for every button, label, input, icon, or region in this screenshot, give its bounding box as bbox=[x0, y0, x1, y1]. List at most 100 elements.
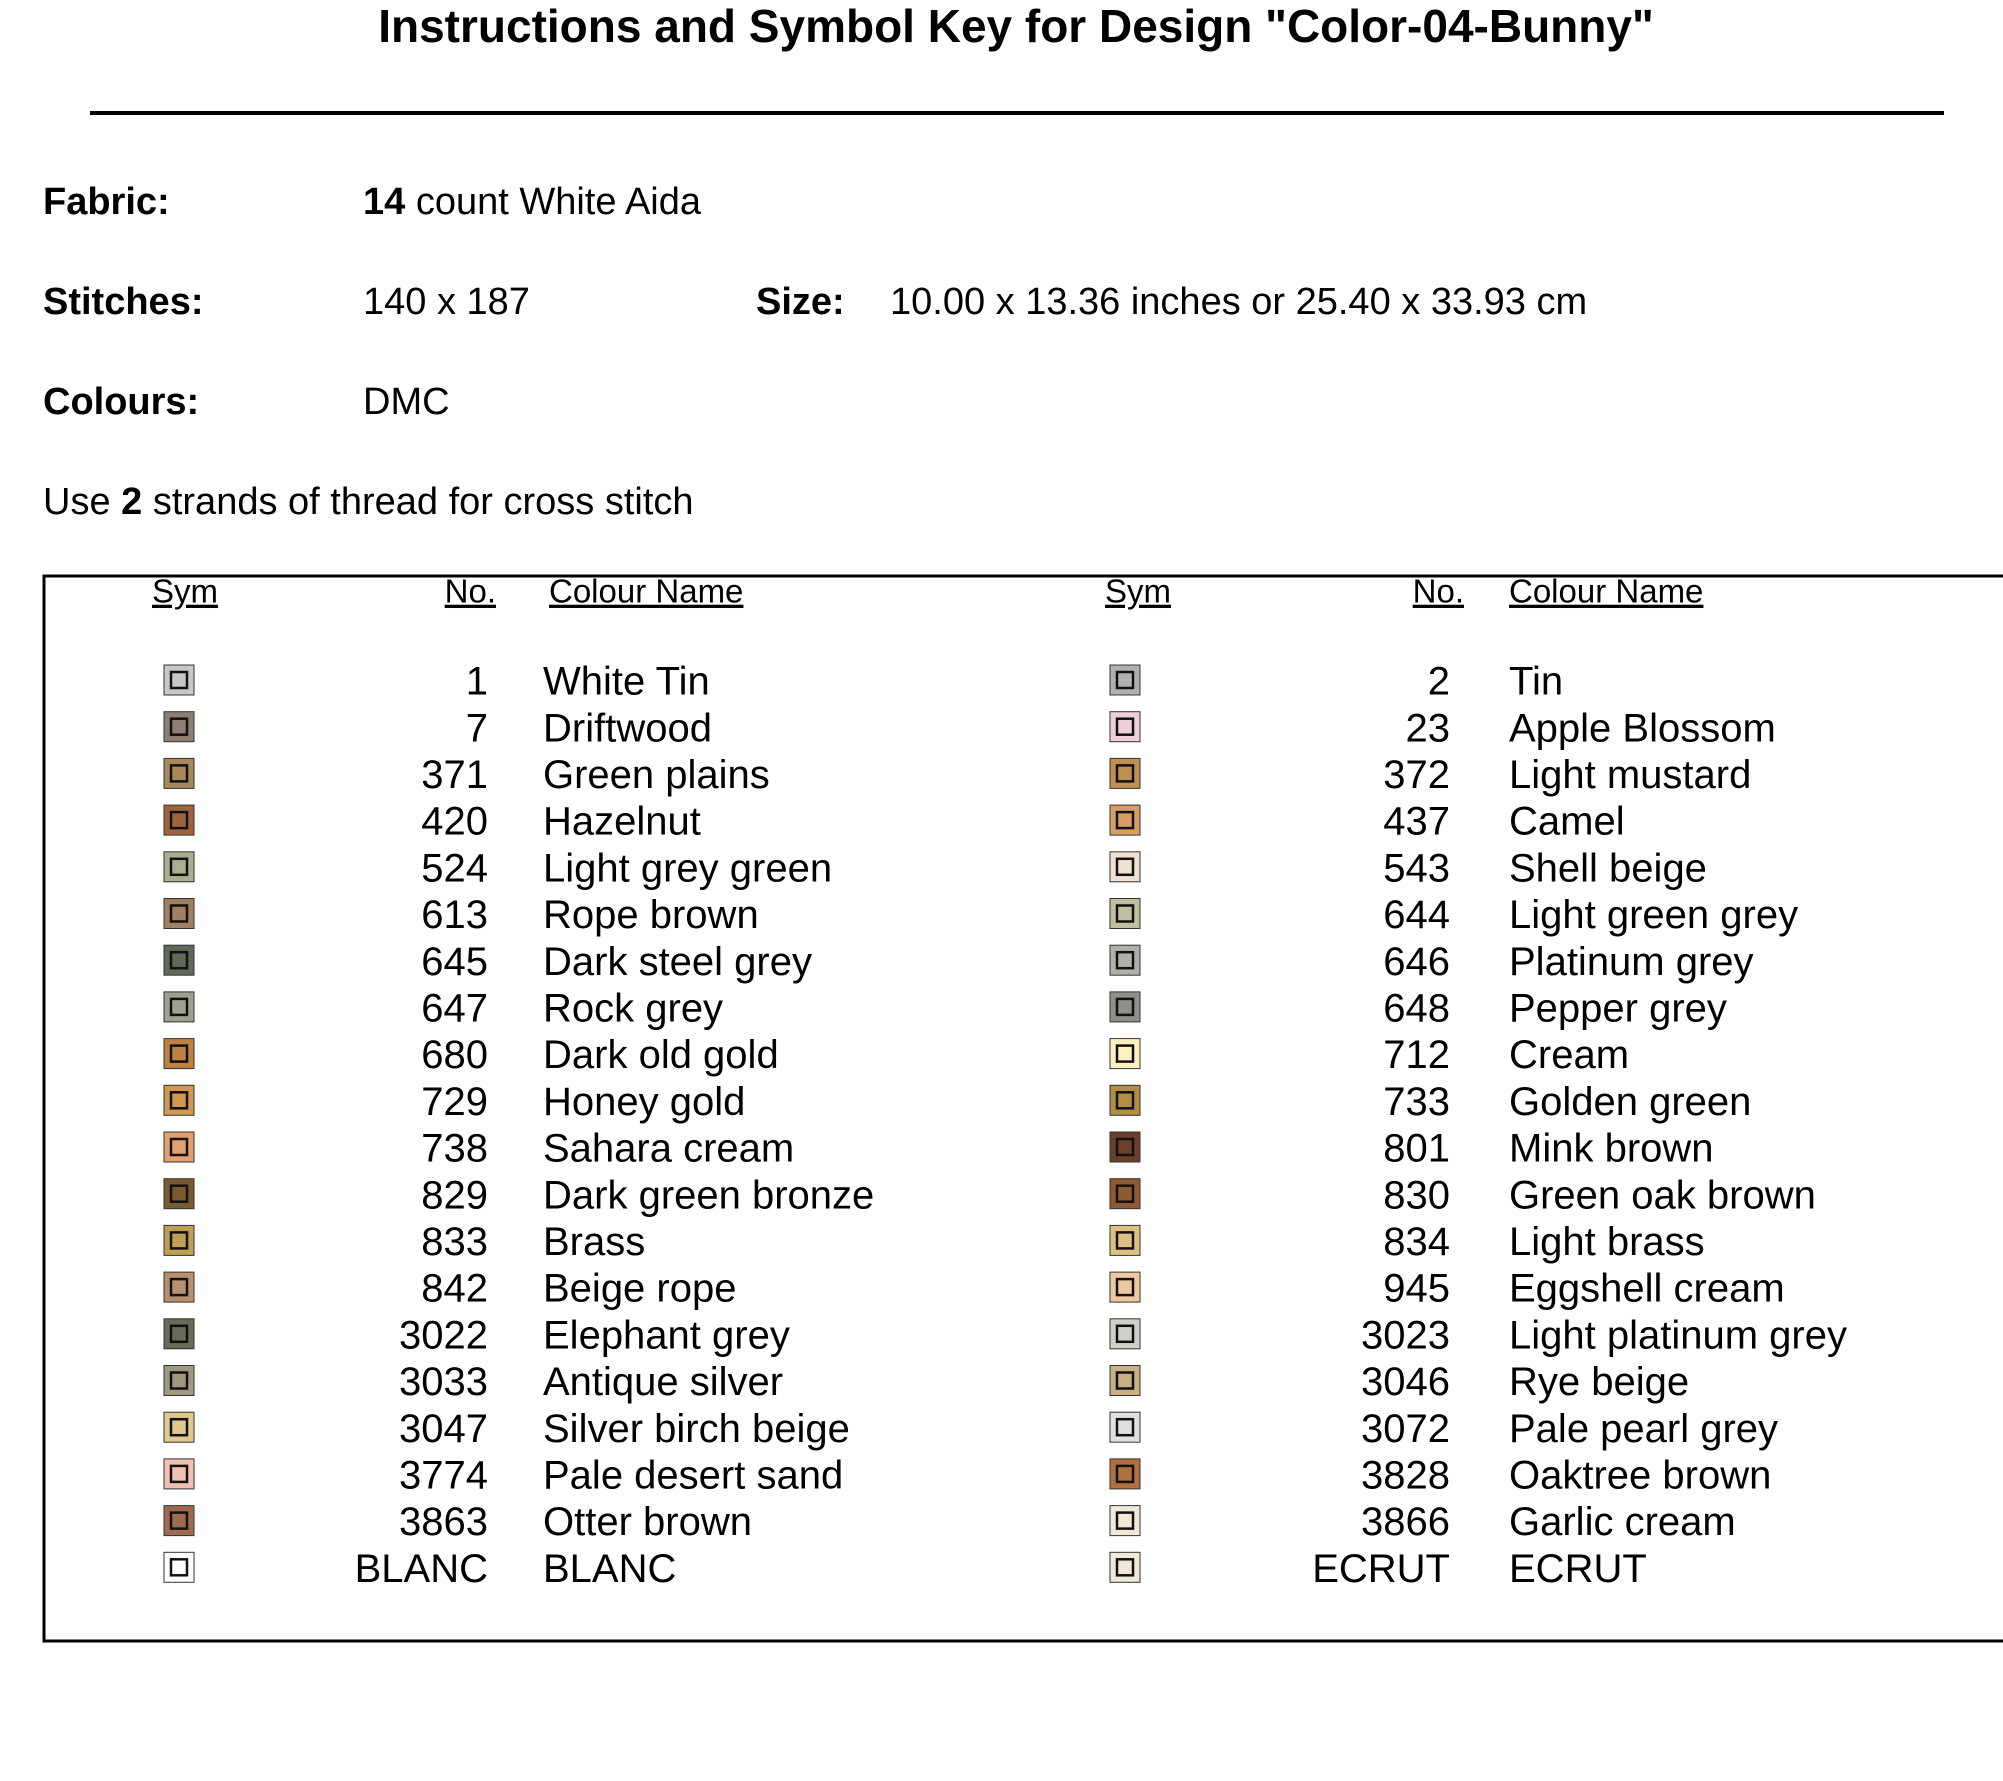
symbol-glyph bbox=[1115, 764, 1135, 783]
symbol-glyph bbox=[169, 1511, 189, 1530]
symbol-swatch bbox=[1109, 1458, 1141, 1490]
colour-name: Pale pearl grey bbox=[1509, 1407, 1778, 1451]
symbol-glyph bbox=[169, 1558, 189, 1577]
stitches-value: 140 x 187 bbox=[363, 281, 530, 323]
key-box bbox=[42, 574, 2003, 1643]
symbol-swatch bbox=[163, 664, 195, 696]
symbol-glyph bbox=[169, 670, 189, 690]
colour-no: 524 bbox=[421, 846, 488, 890]
symbol-glyph bbox=[1115, 857, 1135, 877]
colour-no: 3033 bbox=[399, 1360, 488, 1404]
colour-no: 738 bbox=[421, 1127, 488, 1171]
symbol-swatch bbox=[1109, 944, 1141, 976]
symbol-swatch bbox=[163, 711, 195, 743]
symbol-glyph bbox=[1115, 1417, 1135, 1437]
colour-no: 645 bbox=[421, 940, 488, 984]
symbol-swatch bbox=[1109, 1084, 1141, 1116]
colour-name: Rope brown bbox=[543, 893, 759, 937]
symbol-swatch bbox=[1109, 1411, 1141, 1443]
colour-no: 646 bbox=[1383, 940, 1450, 984]
symbol-swatch bbox=[163, 1131, 195, 1163]
colour-no: 2 bbox=[1428, 660, 1450, 704]
stitches-label: Stitches: bbox=[43, 281, 203, 323]
symbol-swatch bbox=[1109, 898, 1141, 929]
symbol-swatch bbox=[163, 898, 195, 929]
symbol-swatch bbox=[163, 1411, 195, 1443]
symbol-glyph bbox=[169, 1371, 189, 1390]
symbol-swatch bbox=[1109, 1131, 1141, 1163]
symbol-glyph bbox=[1115, 810, 1135, 830]
colour-no: 733 bbox=[1383, 1080, 1450, 1124]
size-label: Size: bbox=[756, 281, 845, 323]
colour-name: White Tin bbox=[543, 660, 710, 704]
instruction-before: Use bbox=[43, 481, 111, 523]
symbol-glyph bbox=[1115, 1464, 1135, 1484]
colour-no: 834 bbox=[1383, 1220, 1450, 1264]
fabric-count: 14 bbox=[363, 181, 405, 223]
colour-no: 3047 bbox=[399, 1407, 488, 1451]
colour-no: 3022 bbox=[399, 1313, 488, 1357]
colour-no: 372 bbox=[1383, 753, 1450, 797]
symbol-glyph bbox=[169, 1417, 189, 1437]
symbol-glyph bbox=[169, 717, 189, 736]
colour-name: Golden green bbox=[1509, 1080, 1751, 1124]
colour-name: ECRUT bbox=[1509, 1547, 1647, 1591]
symbol-swatch bbox=[163, 944, 195, 976]
colour-name: Shell beige bbox=[1509, 846, 1707, 890]
colour-name: Eggshell cream bbox=[1509, 1267, 1785, 1311]
fabric-text: count White Aida bbox=[416, 181, 702, 223]
colour-no: 648 bbox=[1383, 986, 1450, 1030]
symbol-swatch bbox=[163, 1178, 195, 1210]
symbol-glyph bbox=[169, 1277, 189, 1297]
symbol-swatch bbox=[163, 757, 195, 789]
colour-name: Honey gold bbox=[543, 1080, 745, 1124]
instruction-after: strands of thread for cross stitch bbox=[153, 481, 694, 523]
colour-no: 3023 bbox=[1361, 1313, 1450, 1357]
symbol-swatch bbox=[1109, 1178, 1141, 1210]
colour-no: 842 bbox=[421, 1267, 488, 1311]
symbol-swatch bbox=[1109, 1224, 1141, 1256]
colour-name: Light brass bbox=[1509, 1220, 1705, 1264]
symbol-swatch bbox=[1109, 1038, 1141, 1070]
colour-no: 543 bbox=[1383, 846, 1450, 890]
symbol-swatch bbox=[163, 1084, 195, 1116]
colour-no: 420 bbox=[421, 800, 488, 844]
symbol-glyph bbox=[169, 1184, 189, 1203]
colour-name: Silver birch beige bbox=[543, 1407, 850, 1451]
symbol-swatch bbox=[163, 851, 195, 883]
symbol-swatch bbox=[1109, 991, 1141, 1023]
colour-name: Elephant grey bbox=[543, 1313, 790, 1357]
symbol-swatch bbox=[163, 991, 195, 1023]
symbol-glyph bbox=[1115, 1044, 1135, 1063]
colour-name: Dark green bronze bbox=[543, 1173, 874, 1217]
colour-no: 7 bbox=[466, 706, 488, 750]
colour-no: 613 bbox=[421, 893, 488, 937]
colour-name: Light grey green bbox=[543, 846, 832, 890]
colour-name: Green oak brown bbox=[1509, 1173, 1816, 1217]
symbol-glyph bbox=[1115, 950, 1135, 970]
symbol-glyph bbox=[1115, 670, 1135, 690]
colour-no: 680 bbox=[421, 1033, 488, 1077]
colour-name: Cream bbox=[1509, 1033, 1629, 1077]
colours-value: DMC bbox=[363, 381, 450, 423]
symbol-swatch bbox=[163, 1271, 195, 1303]
fabric-label: Fabric: bbox=[43, 181, 170, 223]
symbol-swatch bbox=[163, 1505, 195, 1537]
title: Instructions and Symbol Key for Design "… bbox=[378, 0, 1654, 52]
colour-no: 945 bbox=[1383, 1267, 1450, 1311]
colour-no: 712 bbox=[1383, 1033, 1450, 1077]
colour-no: 3072 bbox=[1361, 1407, 1450, 1451]
colour-no: 801 bbox=[1383, 1127, 1450, 1171]
symbol-glyph bbox=[1115, 1137, 1135, 1157]
colour-name: Rock grey bbox=[543, 986, 723, 1030]
colour-name: Dark steel grey bbox=[543, 940, 812, 984]
instruction: Use 2 strands of thread for cross stitch bbox=[43, 481, 694, 523]
symbol-glyph bbox=[169, 1231, 189, 1250]
colour-name: Beige rope bbox=[543, 1267, 736, 1311]
symbol-swatch bbox=[163, 1551, 195, 1583]
colour-name: Rye beige bbox=[1509, 1360, 1689, 1404]
symbol-swatch bbox=[1109, 1318, 1141, 1350]
symbol-swatch bbox=[1109, 1365, 1141, 1396]
symbol-glyph bbox=[1115, 1231, 1135, 1250]
symbol-glyph bbox=[1115, 904, 1135, 923]
